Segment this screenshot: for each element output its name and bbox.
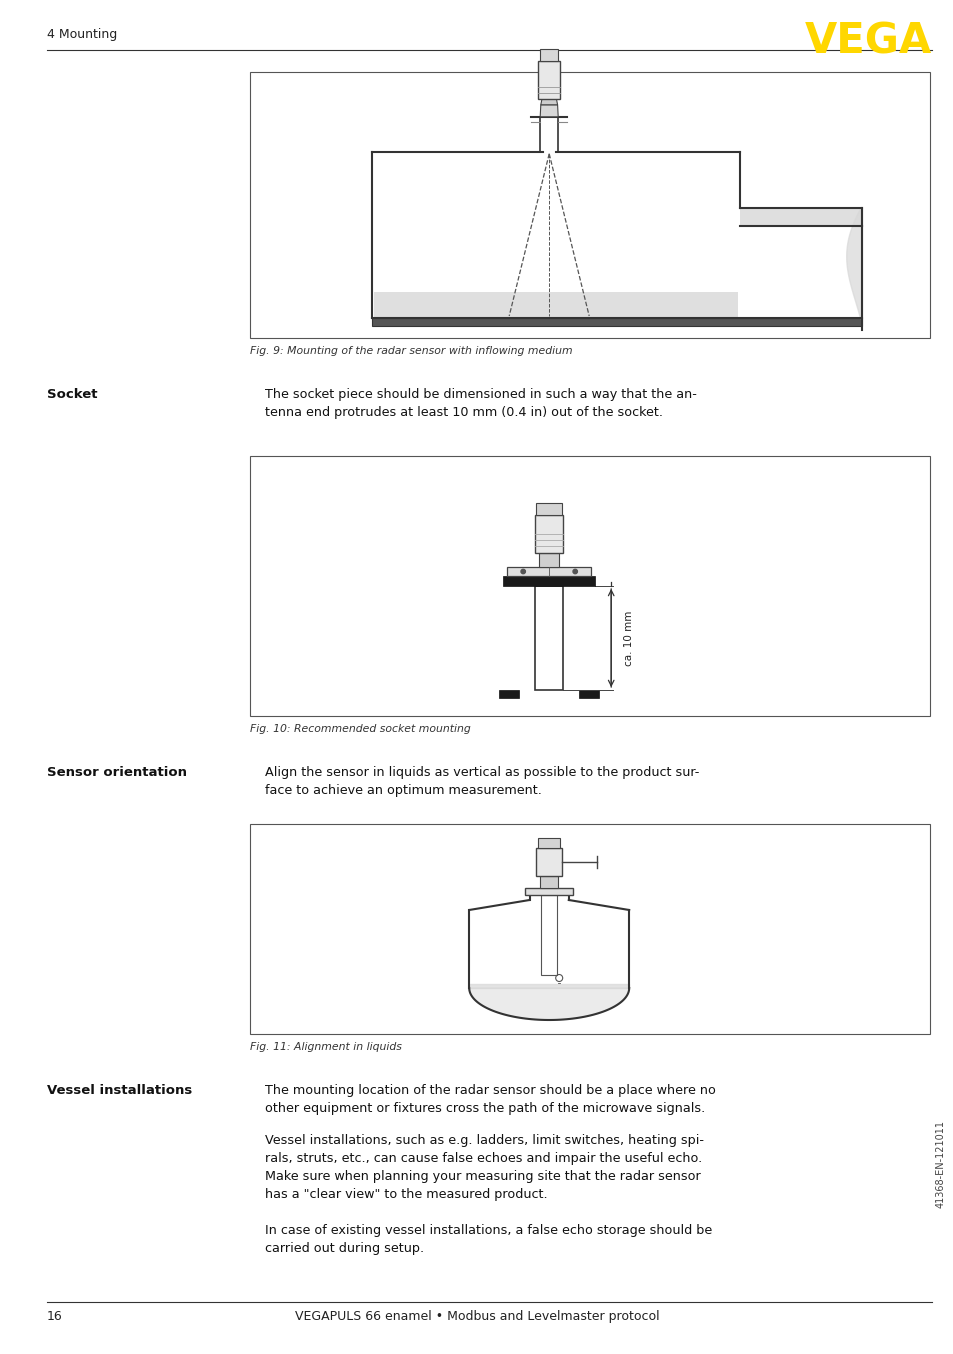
Text: VEGA: VEGA (804, 20, 931, 62)
Text: Align the sensor in liquids as vertical as possible to the product sur-
face to : Align the sensor in liquids as vertical … (265, 766, 699, 798)
Bar (525, 888, 573, 895)
Circle shape (520, 569, 525, 574)
Bar (502, 575, 595, 586)
Bar (538, 552, 558, 567)
Text: The socket piece should be dimensioned in such a way that the an-
tenna end prot: The socket piece should be dimensioned i… (265, 389, 696, 418)
Text: VEGAPULS 66 enamel • Modbus and Levelmaster protocol: VEGAPULS 66 enamel • Modbus and Levelmas… (294, 1311, 659, 1323)
Bar (535, 515, 562, 552)
Bar (539, 49, 558, 61)
Text: 16: 16 (47, 1311, 63, 1323)
Text: Vessel installations: Vessel installations (47, 1085, 193, 1097)
Polygon shape (539, 104, 558, 116)
Bar (250, 825, 929, 1034)
Text: ca. 10 mm: ca. 10 mm (623, 611, 634, 666)
Polygon shape (469, 988, 629, 1020)
Bar (250, 72, 929, 338)
Text: Vessel installations, such as e.g. ladders, limit switches, heating spi-
rals, s: Vessel installations, such as e.g. ladde… (265, 1135, 703, 1201)
Bar (507, 567, 591, 575)
Bar (539, 876, 558, 888)
Bar (578, 691, 598, 699)
Text: 4 Mounting: 4 Mounting (47, 28, 117, 41)
Polygon shape (540, 99, 557, 104)
Text: In case of existing vessel installations, a false echo storage should be
carried: In case of existing vessel installations… (265, 1224, 712, 1255)
Bar (537, 61, 559, 99)
Bar (536, 502, 561, 515)
Text: Socket: Socket (47, 389, 97, 401)
Bar (536, 848, 561, 876)
Circle shape (573, 569, 577, 574)
Bar (372, 318, 862, 326)
Text: The mounting location of the radar sensor should be a place where no
other equip: The mounting location of the radar senso… (265, 1085, 715, 1114)
Bar (374, 292, 737, 318)
Bar (540, 895, 557, 975)
Text: Fig. 10: Recommended socket mounting: Fig. 10: Recommended socket mounting (250, 724, 470, 734)
Text: Fig. 9: Mounting of the radar sensor with inflowing medium: Fig. 9: Mounting of the radar sensor wit… (250, 347, 572, 356)
Bar (250, 456, 929, 716)
Text: Sensor orientation: Sensor orientation (47, 766, 187, 779)
Bar (537, 838, 559, 848)
Bar (535, 586, 562, 691)
Text: 41368-EN-121011: 41368-EN-121011 (935, 1120, 945, 1208)
Bar (498, 691, 518, 699)
Bar (739, 209, 862, 226)
Text: Fig. 11: Alignment in liquids: Fig. 11: Alignment in liquids (250, 1043, 401, 1052)
